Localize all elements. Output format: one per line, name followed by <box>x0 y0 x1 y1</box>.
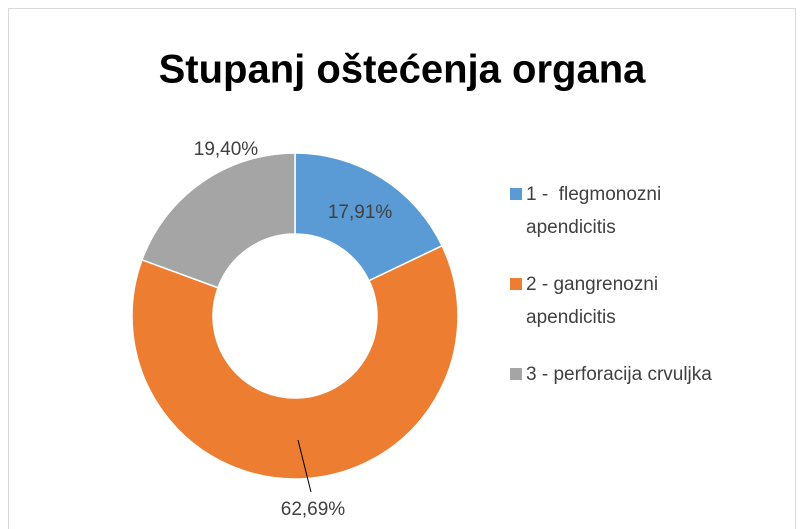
donut-slice <box>141 152 296 289</box>
chart-title: Stupanj oštećenja organa <box>159 48 647 92</box>
legend-label: 2 - gangrenozni apendicitis <box>526 274 664 328</box>
legend-item: 2 - gangrenozni apendicitis <box>510 268 790 334</box>
donut-slice <box>294 152 444 282</box>
legend-swatch <box>510 368 522 380</box>
leader-line <box>297 439 312 493</box>
data-label: 19,40% <box>194 139 259 160</box>
legend-label: 1 - flegmonozni apendicitis <box>526 184 667 238</box>
legend: 1 - flegmonozni apendicitis 2 - gangrenoz… <box>510 178 790 415</box>
legend-label: 3 - perforacija crvuljka <box>526 364 712 385</box>
data-label: 62,69% <box>281 499 346 520</box>
legend-item: 3 - perforacija crvuljka <box>510 358 790 391</box>
data-label: 17,91% <box>328 202 393 223</box>
legend-swatch <box>510 188 522 200</box>
legend-swatch <box>510 278 522 290</box>
legend-item: 1 - flegmonozni apendicitis <box>510 178 790 244</box>
donut-slice <box>131 244 459 480</box>
